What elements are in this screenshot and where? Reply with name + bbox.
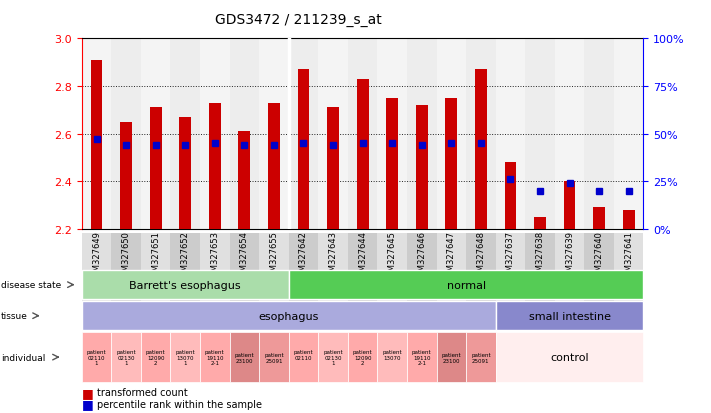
Text: normal: normal	[447, 280, 486, 290]
Bar	[534, 217, 546, 229]
Bar	[171, 39, 200, 229]
Bar	[416, 106, 427, 229]
Text: patient
23100: patient 23100	[442, 352, 461, 363]
Text: Barrett's esophagus: Barrett's esophagus	[129, 280, 241, 290]
Text: patient
23100: patient 23100	[235, 352, 254, 363]
Text: patient
25091: patient 25091	[264, 352, 284, 363]
Text: ■: ■	[82, 386, 94, 399]
Bar	[445, 99, 457, 229]
Bar	[120, 122, 132, 229]
Text: patient
19110
2-1: patient 19110 2-1	[412, 349, 432, 366]
Bar	[584, 39, 614, 229]
Bar	[555, 39, 584, 229]
Bar	[238, 132, 250, 229]
Text: patient
02110
1: patient 02110 1	[87, 349, 107, 366]
Text: patient
12090
2: patient 12090 2	[353, 349, 373, 366]
Bar	[289, 39, 319, 229]
Bar	[230, 39, 259, 229]
Text: percentile rank within the sample: percentile rank within the sample	[97, 399, 262, 409]
Bar	[378, 39, 407, 229]
Text: individual: individual	[1, 353, 45, 362]
Bar	[525, 39, 555, 229]
Text: patient
19110
2-1: patient 19110 2-1	[205, 349, 225, 366]
Bar	[475, 70, 487, 229]
Bar	[200, 39, 230, 229]
Bar	[348, 39, 378, 229]
Text: control: control	[550, 352, 589, 362]
Bar	[150, 108, 161, 229]
Bar	[141, 39, 171, 229]
Text: patient
02110: patient 02110	[294, 349, 314, 366]
Bar	[466, 39, 496, 229]
Bar	[112, 39, 141, 229]
Bar	[298, 70, 309, 229]
Bar	[327, 108, 339, 229]
Text: esophagus: esophagus	[259, 311, 319, 321]
Bar	[179, 118, 191, 229]
Text: patient
13070: patient 13070	[383, 349, 402, 366]
Text: patient
02130
1: patient 02130 1	[117, 349, 136, 366]
Bar	[623, 210, 635, 229]
Bar	[593, 208, 605, 229]
Text: patient
02130
1: patient 02130 1	[324, 349, 343, 366]
Bar	[564, 182, 575, 229]
Bar	[209, 103, 220, 229]
Text: small intestine: small intestine	[528, 311, 611, 321]
Bar	[496, 39, 525, 229]
Bar	[357, 80, 368, 229]
Bar	[319, 39, 348, 229]
Text: tissue: tissue	[1, 311, 28, 320]
Bar	[437, 39, 466, 229]
Text: ■: ■	[82, 397, 94, 411]
Text: transformed count: transformed count	[97, 387, 188, 397]
Text: disease state: disease state	[1, 280, 61, 290]
Bar	[407, 39, 437, 229]
Bar	[268, 103, 280, 229]
Bar	[259, 39, 289, 229]
Text: patient
12090
2: patient 12090 2	[146, 349, 166, 366]
Bar	[82, 39, 112, 229]
Bar	[90, 61, 102, 229]
Bar	[505, 163, 516, 229]
Text: GDS3472 / 211239_s_at: GDS3472 / 211239_s_at	[215, 13, 382, 27]
Bar	[614, 39, 643, 229]
Text: patient
13070
1: patient 13070 1	[176, 349, 195, 366]
Text: patient
25091: patient 25091	[471, 352, 491, 363]
Bar	[386, 99, 398, 229]
